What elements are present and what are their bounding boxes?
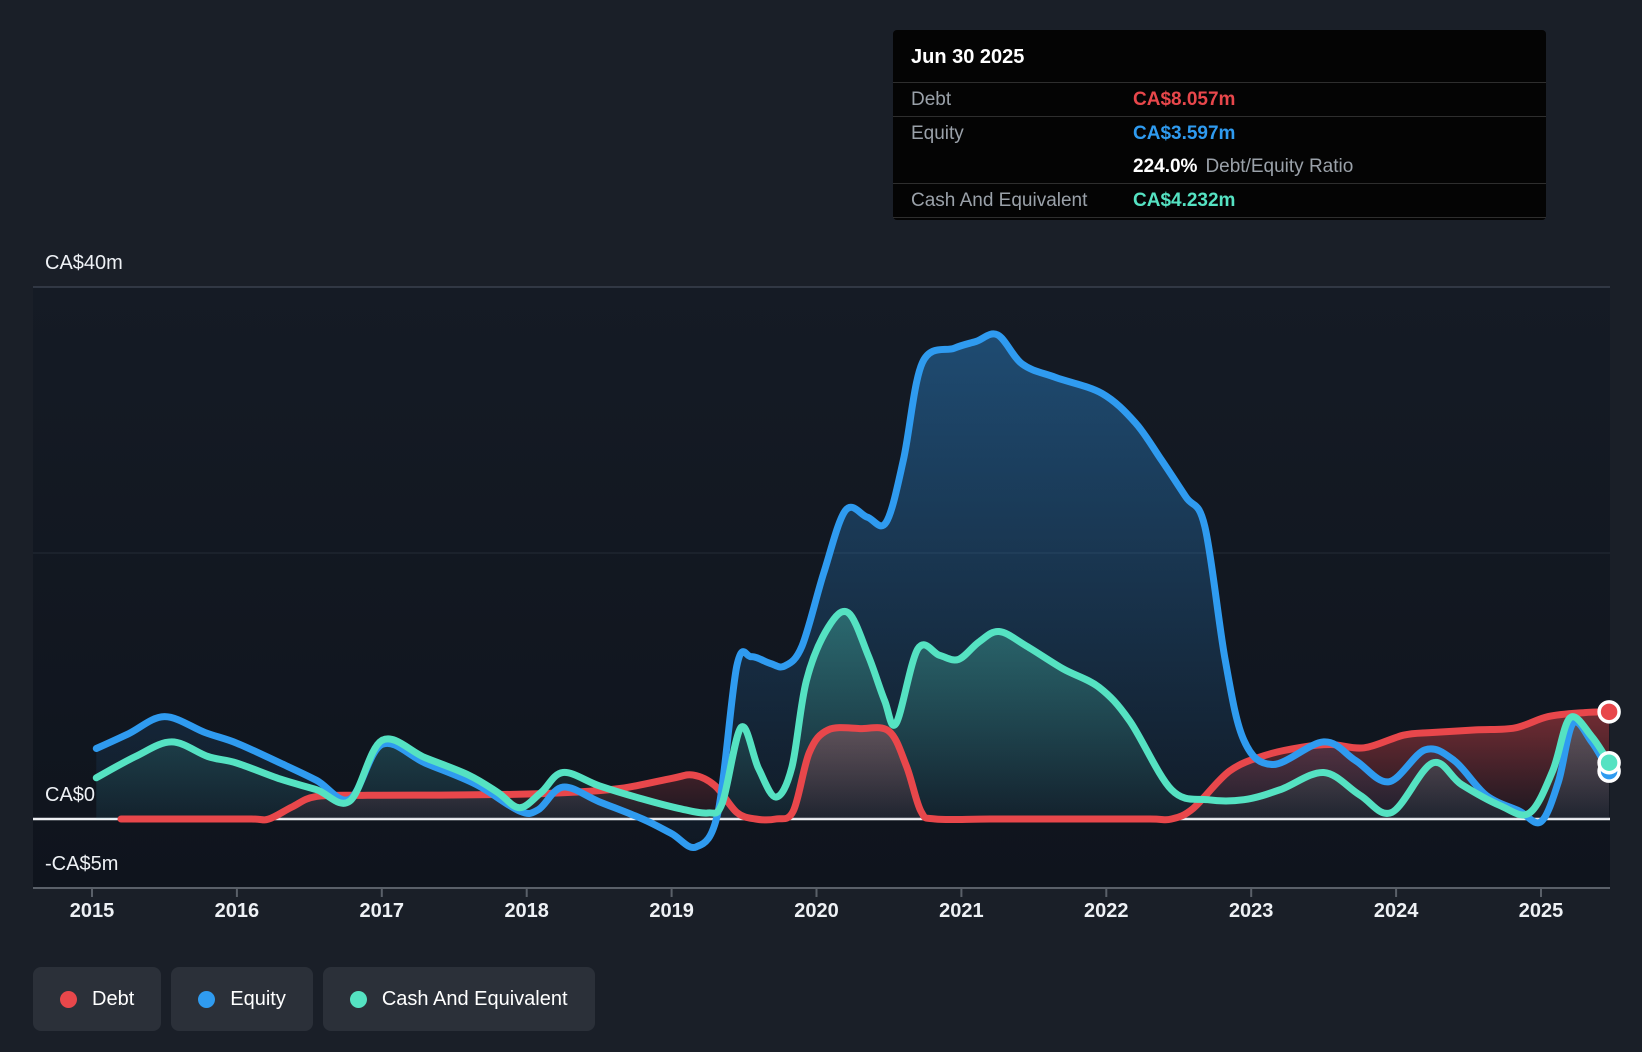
equity-area — [96, 333, 1610, 848]
x-tick-label-2017: 2017 — [360, 900, 405, 922]
legend-item-cash-and-equivalent[interactable]: Cash And Equivalent — [322, 967, 595, 1031]
y-axis-label-0: CA$0 — [45, 784, 95, 806]
x-tick-label-2018: 2018 — [504, 900, 549, 922]
debt-line — [117, 708, 1613, 824]
tooltip-cash-value: CA$4.232m — [1133, 189, 1236, 211]
debt-end-marker — [1597, 700, 1621, 724]
legend-item-equity[interactable]: Equity — [171, 967, 313, 1031]
x-tick-label-2021: 2021 — [939, 900, 984, 922]
tooltip-ratio-label: Debt/Equity Ratio — [1205, 155, 1354, 177]
tooltip-debt-value: CA$8.057m — [1133, 88, 1236, 110]
x-tick-label-2016: 2016 — [215, 900, 260, 922]
tooltip-row-cash: Cash And Equivalent CA$4.232m — [893, 184, 1546, 218]
tooltip-row-equity: Equity CA$3.597m — [893, 117, 1546, 150]
debt-swatch-icon — [60, 990, 77, 1008]
plot-hover-region[interactable] — [33, 250, 1610, 888]
x-tick-label-2023: 2023 — [1229, 900, 1274, 922]
equity-line — [92, 330, 1613, 851]
tooltip-date: Jun 30 2025 — [893, 36, 1546, 83]
tooltip-cash-label: Cash And Equivalent — [911, 189, 1088, 211]
x-tick-label-2015: 2015 — [70, 900, 115, 922]
tooltip-row-ratio: 224.0% Debt/Equity Ratio — [893, 150, 1546, 184]
legend-label-equity: Equity — [230, 987, 286, 1010]
cash-end-marker — [1597, 750, 1621, 775]
equity-swatch-icon — [198, 990, 216, 1008]
cash-and-equivalent-swatch-icon — [349, 990, 367, 1008]
cash-line — [92, 608, 1613, 819]
tooltip-equity-label: Equity — [911, 122, 964, 144]
legend-label-cash-and-equivalent: Cash And Equivalent — [381, 987, 568, 1010]
y-axis-label-40: CA$40m — [45, 252, 123, 274]
tooltip-ratio-value: 224.0% — [1133, 155, 1198, 177]
x-tick-label-2019: 2019 — [649, 900, 694, 922]
legend-item-debt[interactable]: Debt — [33, 967, 162, 1031]
legend-label-debt: Debt — [92, 987, 135, 1010]
y-axis-label--5: -CA$5m — [45, 853, 118, 875]
chart-legend: Debt Equity Cash And Equivalent — [33, 967, 595, 1031]
cash-area — [96, 611, 1610, 819]
tooltip-debt-label: Debt — [911, 88, 952, 110]
chart-tooltip: Jun 30 2025 Debt CA$8.057m Equity CA$3.5… — [893, 30, 1546, 220]
tooltip-row-debt: Debt CA$8.057m — [893, 83, 1546, 117]
x-tick-label-2025: 2025 — [1519, 900, 1564, 922]
x-tick-label-2022: 2022 — [1084, 900, 1129, 922]
x-tick-label-2020: 2020 — [794, 900, 839, 922]
x-tick-label-2024: 2024 — [1374, 900, 1419, 922]
tooltip-equity-value: CA$3.597m — [1133, 122, 1236, 144]
